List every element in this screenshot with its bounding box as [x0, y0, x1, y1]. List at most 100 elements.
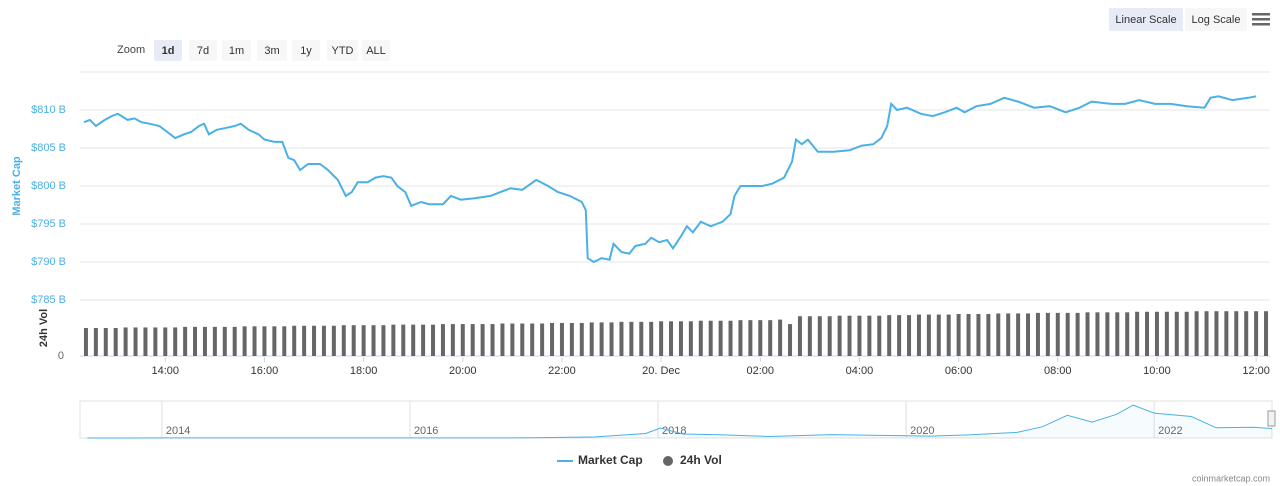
zoom-option[interactable]: 1y	[300, 45, 312, 57]
zoom-button[interactable]	[222, 40, 251, 61]
zoom-button[interactable]	[327, 40, 358, 61]
volume-bar	[1244, 311, 1249, 356]
volume-bar	[708, 320, 713, 356]
volume-bar	[550, 322, 555, 356]
navigator-tick-label: 2014	[166, 425, 190, 437]
x-tick-label: 10:00	[1143, 365, 1171, 377]
volume-bar	[1055, 312, 1060, 356]
legend-label[interactable]: 24h Vol	[680, 453, 722, 467]
volume-bar	[520, 323, 525, 356]
menu-icon[interactable]	[1252, 13, 1270, 26]
volume-bar	[103, 328, 108, 356]
volume-bar	[678, 321, 683, 356]
volume-bar	[847, 315, 852, 356]
volume-bar	[113, 328, 118, 356]
credit: coinmarketcap.com	[1192, 473, 1270, 483]
x-tick-label: 04:00	[846, 365, 874, 377]
volume-bar	[1085, 312, 1090, 356]
navigator-tick-label: 2016	[414, 425, 438, 437]
volume-bar	[1194, 311, 1199, 356]
volume-bar	[153, 327, 158, 356]
navigator-tick-label: 2018	[662, 425, 686, 437]
y-tick-label: $795 B	[31, 218, 66, 230]
zoom-option[interactable]: 1d	[162, 45, 175, 57]
scale-option[interactable]: Log Scale	[1192, 14, 1241, 26]
volume-bar	[1184, 311, 1189, 356]
zoom-button[interactable]	[154, 40, 182, 61]
scale-button[interactable]	[1185, 8, 1247, 31]
volume-bar	[163, 327, 168, 356]
volume-bar	[1026, 313, 1031, 356]
zoom-button[interactable]	[292, 40, 320, 61]
volume-bar	[1075, 312, 1080, 356]
y-axis-title: Market Cap	[11, 156, 23, 216]
volume-bar	[83, 328, 88, 356]
volume-bar	[540, 323, 545, 356]
volume-bar	[173, 327, 178, 356]
y-tick-label: $785 B	[31, 294, 66, 306]
volume-bar	[1035, 312, 1040, 356]
volume-bar	[321, 325, 326, 356]
navigator-handle[interactable]	[1267, 410, 1276, 427]
legend-label[interactable]: Market Cap	[578, 453, 643, 467]
volume-bar	[401, 324, 406, 356]
volume-bar	[897, 315, 902, 356]
volume-bar	[202, 326, 207, 356]
volume-bar	[302, 325, 307, 356]
volume-bar	[589, 322, 594, 356]
volume-bar	[282, 326, 287, 356]
scale-button[interactable]	[1109, 8, 1183, 31]
volume-bar	[1254, 311, 1259, 356]
legend-marker[interactable]	[663, 456, 673, 466]
volume-bar	[1204, 311, 1209, 356]
scale-option[interactable]: Linear Scale	[1115, 14, 1176, 26]
x-tick-label: 20:00	[449, 365, 477, 377]
volume-bar	[688, 321, 693, 356]
navigator-tick-label: 2022	[1158, 425, 1182, 437]
zoom-button[interactable]	[189, 40, 217, 61]
zoom-option[interactable]: 7d	[197, 45, 209, 57]
zoom-button[interactable]	[362, 40, 390, 61]
zoom-option[interactable]: 3m	[264, 45, 279, 57]
volume-bar	[1154, 311, 1159, 356]
volume-bar	[371, 325, 376, 356]
x-tick-label: 12:00	[1242, 365, 1270, 377]
volume-bar	[351, 325, 356, 356]
volume-bar	[470, 324, 475, 356]
volume-bar	[817, 316, 822, 356]
volume-bar	[123, 327, 128, 356]
volume-bar	[341, 325, 346, 356]
zoom-option[interactable]: ALL	[366, 45, 386, 57]
y-tick-label: $790 B	[31, 256, 66, 268]
volume-bar	[391, 324, 396, 356]
x-tick-label: 06:00	[945, 365, 973, 377]
volume-bar	[907, 315, 912, 356]
volume-bar	[183, 326, 188, 356]
volume-bar	[778, 319, 783, 356]
volume-bar	[986, 314, 991, 356]
volume-bar	[1135, 311, 1140, 356]
volume-bar	[1105, 312, 1110, 356]
volume-bar	[649, 321, 654, 356]
navigator-line	[87, 404, 1273, 439]
volume-bar	[728, 320, 733, 356]
volume-bar	[212, 326, 217, 356]
volume-bar	[450, 324, 455, 356]
volume-bar	[827, 316, 832, 356]
zoom-option[interactable]: 1m	[229, 45, 244, 57]
volume-bar	[758, 320, 763, 356]
x-tick-label: 14:00	[152, 365, 180, 377]
volume-bar	[222, 326, 227, 356]
volume-bar	[252, 326, 257, 356]
volume-bar	[1224, 311, 1229, 356]
volume-bar	[619, 321, 624, 356]
line-series	[83, 95, 1257, 264]
volume-bar	[292, 325, 297, 356]
volume-bar	[698, 320, 703, 356]
volume-bar	[1065, 312, 1070, 356]
zoom-option[interactable]: YTD	[332, 45, 354, 57]
y-tick-label: $810 B	[31, 104, 66, 116]
zoom-button[interactable]	[257, 40, 287, 61]
x-tick-label: 08:00	[1044, 365, 1072, 377]
